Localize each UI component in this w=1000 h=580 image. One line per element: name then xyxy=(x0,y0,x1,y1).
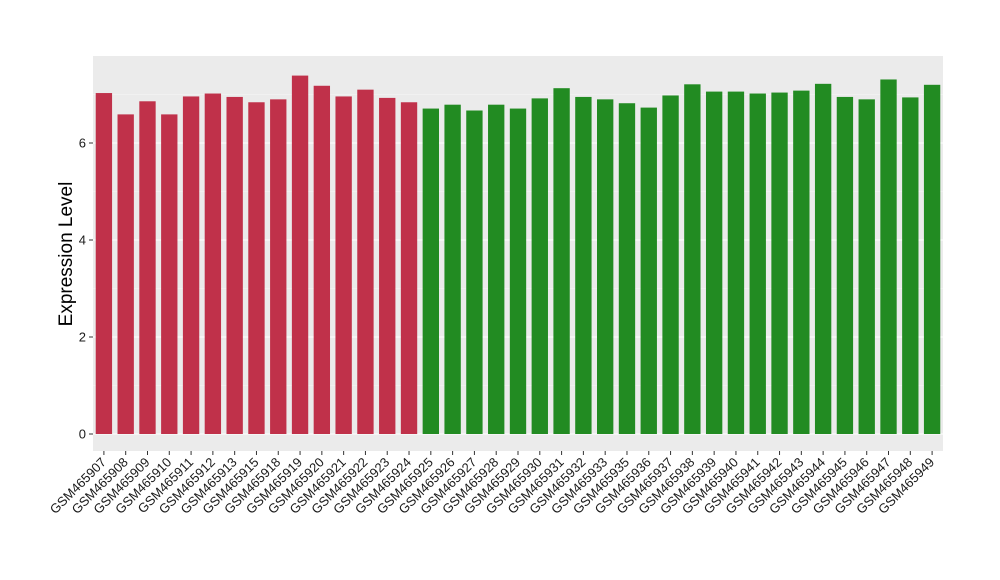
bar xyxy=(488,104,505,434)
bar xyxy=(182,96,200,434)
bar xyxy=(814,83,832,434)
bar xyxy=(858,99,875,434)
y-tick-label: 0 xyxy=(79,427,86,442)
bar xyxy=(684,84,701,434)
bar xyxy=(509,108,527,434)
y-tick-label: 6 xyxy=(79,136,86,151)
bar xyxy=(727,91,745,434)
bar xyxy=(640,107,657,434)
bar xyxy=(466,110,483,434)
bar xyxy=(597,99,614,434)
bar xyxy=(705,91,723,434)
bar xyxy=(771,92,788,434)
bars xyxy=(95,75,941,435)
y-tick-label: 2 xyxy=(79,330,86,345)
bar xyxy=(662,95,679,434)
bar xyxy=(923,84,941,435)
bar xyxy=(313,85,331,435)
bar xyxy=(553,88,570,434)
bar xyxy=(793,90,810,435)
bar xyxy=(836,96,854,435)
bar xyxy=(95,93,113,435)
bar xyxy=(902,97,919,434)
y-axis-ticks: 0 2 4 6 xyxy=(79,136,93,442)
bar xyxy=(400,102,418,434)
bar xyxy=(248,102,265,434)
bar xyxy=(575,96,592,435)
bar xyxy=(270,99,287,434)
bar xyxy=(117,114,134,434)
bar xyxy=(531,98,548,434)
bar xyxy=(357,89,374,435)
bar xyxy=(335,96,352,434)
bar xyxy=(291,75,309,435)
bar xyxy=(749,93,766,434)
bar xyxy=(204,93,222,434)
bar xyxy=(444,104,461,434)
x-axis-ticks: GSM465907GSM465908GSM465909GSM465910GSM4… xyxy=(47,451,937,517)
bar xyxy=(379,97,396,435)
bar xyxy=(139,101,156,434)
bar xyxy=(226,96,243,435)
bar xyxy=(161,114,178,434)
bar xyxy=(618,103,636,434)
bar xyxy=(880,79,897,434)
y-axis-title: Expression Level xyxy=(56,182,77,327)
y-tick-label: 4 xyxy=(79,233,86,248)
bar xyxy=(422,108,439,434)
